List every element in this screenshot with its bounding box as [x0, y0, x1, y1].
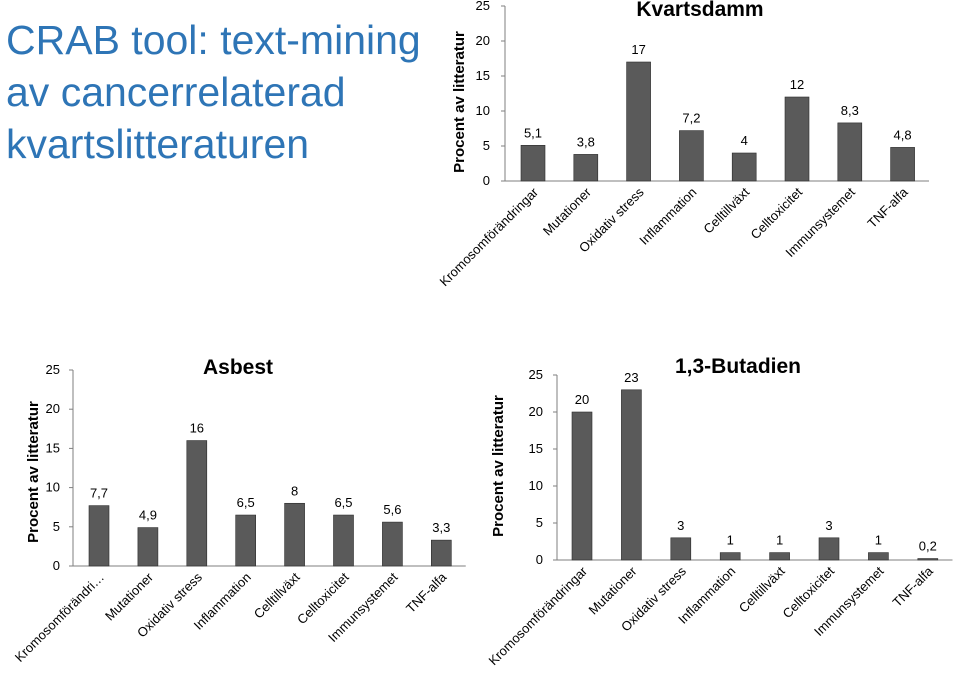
- bar: [284, 502, 305, 567]
- data-label: 6,5: [237, 495, 255, 510]
- y-tick-label: 10: [46, 480, 60, 495]
- data-label: 16: [190, 421, 204, 436]
- bar: [837, 122, 863, 182]
- slide-title-line-2: av cancerrelaterad: [6, 69, 346, 115]
- bar: [679, 130, 704, 182]
- data-label: 23: [624, 370, 638, 385]
- category-label: Celltillväxt: [736, 563, 788, 615]
- bar: [88, 505, 110, 567]
- data-label: 17: [631, 42, 645, 57]
- data-label: 4,9: [139, 508, 157, 523]
- y-tick-label: 0: [536, 552, 543, 567]
- data-label: 1: [776, 533, 783, 548]
- bar: [917, 558, 939, 561]
- y-tick-label: 0: [483, 173, 490, 188]
- y-tick-label: 0: [53, 558, 60, 573]
- bar: [571, 411, 593, 561]
- y-tick-label: 20: [46, 401, 60, 416]
- data-label: 12: [790, 77, 804, 92]
- data-label: 3,3: [432, 520, 450, 535]
- bar: [731, 152, 757, 182]
- data-label: 4: [741, 133, 748, 148]
- data-label: 1: [875, 533, 882, 548]
- category-label: TNF-alfa: [890, 563, 937, 610]
- data-label: 4,8: [894, 127, 912, 142]
- bar: [235, 514, 256, 567]
- data-label: 3,8: [577, 134, 595, 149]
- data-label: 6,5: [334, 495, 352, 510]
- y-tick-label: 25: [529, 367, 543, 382]
- data-label: 20: [575, 392, 589, 407]
- bar: [719, 552, 741, 561]
- data-label: 1: [727, 533, 734, 548]
- bar: [430, 539, 452, 567]
- data-label: 7,2: [682, 111, 700, 126]
- bar: [868, 552, 889, 561]
- data-label: 8,3: [841, 103, 859, 118]
- bar: [573, 154, 599, 182]
- chart-title: Kvartsdamm: [636, 0, 763, 21]
- bar: [621, 389, 642, 561]
- y-tick-label: 15: [476, 68, 490, 83]
- bar: [818, 537, 840, 561]
- bar: [137, 527, 159, 567]
- bar: [382, 521, 403, 567]
- data-label: 5,6: [383, 502, 401, 517]
- bar: [769, 552, 790, 561]
- y-axis-label: Procent av litteratur: [490, 395, 507, 537]
- y-tick-label: 25: [476, 0, 490, 13]
- y-tick-label: 15: [529, 441, 543, 456]
- data-label: 3: [825, 518, 832, 533]
- y-tick-label: 5: [536, 515, 543, 530]
- chart-title: 1,3-Butadien: [675, 355, 801, 378]
- bar: [626, 61, 651, 182]
- y-axis-label: Procent av litteratur: [25, 401, 42, 543]
- slide-title-line-1: CRAB tool: text-mining: [6, 17, 421, 63]
- data-label: 3: [677, 518, 684, 533]
- data-label: 5,1: [524, 125, 542, 140]
- slide-title-line-3: kvartslitteraturen: [6, 121, 310, 167]
- y-tick-label: 20: [476, 33, 490, 48]
- bar: [520, 145, 546, 182]
- bar: [186, 440, 208, 567]
- y-tick-label: 5: [483, 138, 490, 153]
- bar: [670, 537, 692, 561]
- y-tick-label: 10: [476, 103, 490, 118]
- slide-title: CRAB tool: text-mining av cancerrelatera…: [6, 14, 446, 170]
- data-label: 0,2: [919, 539, 937, 554]
- y-tick-label: 10: [529, 478, 543, 493]
- y-tick-label: 15: [46, 440, 60, 455]
- y-tick-label: 25: [46, 362, 60, 377]
- data-label: 7,7: [90, 486, 108, 501]
- category-label: Kromosomförändringar: [486, 563, 591, 668]
- y-axis-label: Procent av litteratur: [451, 31, 468, 173]
- bar: [333, 514, 354, 567]
- data-label: 8: [291, 483, 298, 498]
- bar: [890, 147, 915, 182]
- bar: [784, 96, 810, 182]
- y-tick-label: 20: [529, 404, 543, 419]
- y-tick-label: 5: [53, 519, 60, 534]
- chart-title: Asbest: [203, 356, 273, 379]
